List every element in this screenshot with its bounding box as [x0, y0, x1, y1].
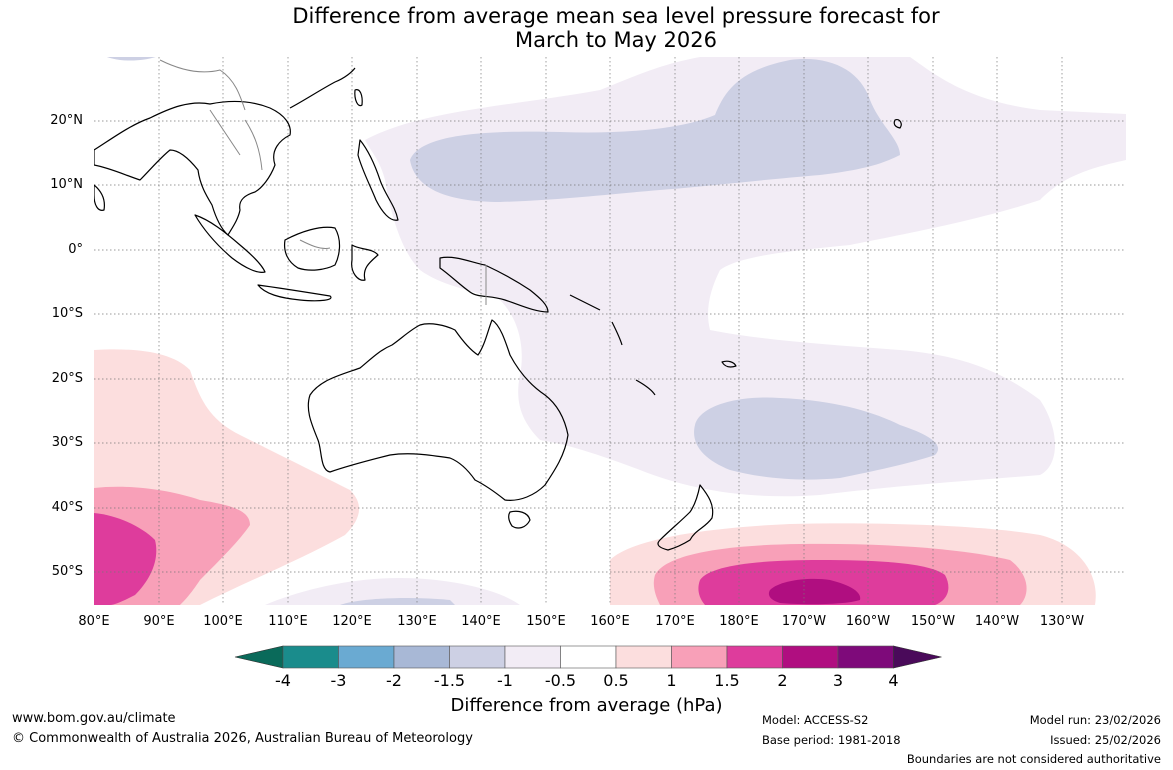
colorbar-tick-label: -2: [386, 671, 402, 690]
lat-label-20n: 20°N: [50, 113, 83, 128]
model-text: Model: ACCESS-S2: [762, 713, 869, 727]
colorbar-segment: [504, 645, 561, 669]
lon-label-160e: 160°E: [590, 614, 630, 629]
lat-label-50s: 50°S: [51, 564, 83, 579]
colorbar-segment: [782, 645, 839, 669]
copyright-text: © Commonwealth of Australia 2026, Austra…: [12, 731, 473, 746]
colorbar-extend-high: [893, 645, 942, 669]
colorbar-label: Difference from average (hPa): [450, 695, 723, 716]
fiji-coast: [721, 360, 737, 368]
colorbar-extend-low: [234, 645, 284, 669]
anomaly-region-nw-corner: [106, 57, 156, 61]
colorbar-segment: [726, 645, 783, 669]
lon-label-130e: 130°E: [397, 614, 437, 629]
colorbar-tick-label: -4: [275, 671, 291, 690]
colorbar-segment: [282, 645, 339, 669]
lon-label-140e: 140°E: [461, 614, 501, 629]
java-coast: [257, 284, 332, 302]
colorbar-tick-label: -1: [497, 671, 513, 690]
colorbar-segment: [393, 645, 450, 669]
colorbar-segment: [338, 645, 395, 669]
new-zealand-coast: [657, 484, 714, 551]
lon-label-160w: 160°W: [845, 614, 891, 629]
lon-label-130w: 130°W: [1039, 614, 1085, 629]
disclaimer-text: Boundaries are not considered authoritat…: [906, 752, 1161, 766]
borneo-coast: [283, 226, 341, 271]
colorbar-segment: [560, 645, 617, 669]
colorbar-tick-label: 3: [832, 671, 844, 690]
philippines-coast: [357, 139, 399, 221]
colorbar-tick-label: -0.5: [544, 671, 577, 690]
colorbar-tick-label: 1.5: [714, 671, 740, 690]
sulawesi-coast: [351, 244, 379, 281]
title-line-2: March to May 2026: [515, 28, 717, 52]
australia-coast: [307, 319, 569, 501]
anomaly-region-neg-0-5-south: [265, 578, 520, 605]
colorbar-segments: [234, 645, 942, 669]
colorbar-segment: [671, 645, 728, 669]
base-period-text: Base period: 1981-2018: [762, 733, 901, 747]
colorbar-tick-label: 4: [888, 671, 899, 690]
lon-label-110e: 110°E: [268, 614, 308, 629]
colorbar-segment: [449, 645, 506, 669]
anomaly-region-neg-1-north: [410, 59, 900, 203]
anomaly-region-neg-1-bottom: [340, 597, 455, 605]
map-plot-area: [94, 57, 1126, 605]
lon-label-150e: 150°E: [526, 614, 566, 629]
colorbar-tick-label: -3: [330, 671, 347, 690]
lon-label-180: 180°E: [719, 614, 759, 629]
title-line-1: Difference from average mean sea level p…: [292, 4, 940, 28]
map-title: Difference from average mean sea level p…: [0, 4, 1173, 52]
lon-label-170w: 170°W: [781, 614, 827, 629]
coastlines: [94, 67, 902, 551]
anomaly-region-pos-2-se: [768, 578, 861, 605]
lon-label-170e: 170°E: [655, 614, 695, 629]
colorbar-tick-label: 0.5: [603, 671, 629, 690]
colorbar-segment: [837, 645, 894, 669]
new-guinea-coast: [439, 256, 549, 313]
colorbar-tick-label: -1.5: [433, 671, 466, 690]
lat-label-20s: 20°S: [51, 371, 83, 386]
solomon-islands-coast: [569, 294, 601, 311]
lat-label-10s: 10°S: [51, 306, 83, 321]
lon-label-100e: 100°E: [203, 614, 243, 629]
model-run-text: Model run: 23/02/2026: [1029, 713, 1161, 727]
graticule: [94, 57, 1126, 605]
tasmania-coast: [508, 510, 531, 529]
lat-label-30s: 30°S: [51, 435, 83, 450]
anomaly-region-neg-1-south: [694, 397, 939, 480]
lat-label-0: 0°: [68, 242, 83, 257]
lon-label-90e: 90°E: [143, 614, 175, 629]
china-coast: [289, 67, 356, 109]
lon-label-80e: 80°E: [78, 614, 110, 629]
hawaii-coast: [893, 119, 902, 129]
anomaly-region-pos-1-5-sw: [94, 513, 157, 605]
lon-label-150w: 150°W: [910, 614, 956, 629]
lat-label-10n: 10°N: [50, 177, 83, 192]
sri-lanka-coast: [94, 184, 105, 211]
colorbar-segment: [615, 645, 672, 669]
taiwan-coast: [354, 89, 363, 107]
new-caledonia-coast: [635, 379, 656, 396]
se-asia-coast: [94, 100, 291, 236]
lat-label-40s: 40°S: [51, 500, 83, 515]
colorbar-tick-label: 1: [666, 671, 677, 690]
lon-label-140w: 140°W: [974, 614, 1020, 629]
issued-text: Issued: 25/02/2026: [1050, 733, 1161, 747]
country-borders: [159, 59, 487, 305]
colorbar-tick-label: 2: [777, 671, 788, 690]
vanuatu-coast: [611, 321, 623, 346]
website-link[interactable]: www.bom.gov.au/climate: [12, 711, 176, 726]
lon-label-120e: 120°E: [332, 614, 372, 629]
